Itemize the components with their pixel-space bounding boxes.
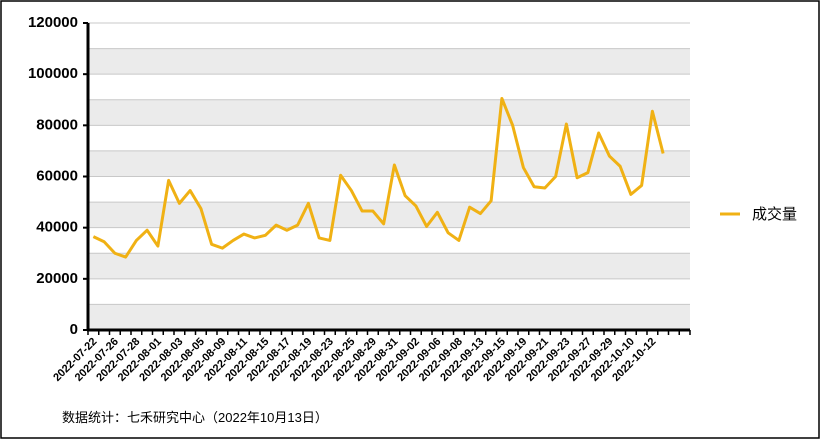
grid-band	[88, 99, 690, 126]
legend-label: 成交量	[752, 205, 797, 223]
grid-band	[88, 150, 690, 177]
y-tick-label: 120000	[28, 14, 78, 31]
grid-band	[88, 253, 690, 279]
y-tick-label: 100000	[28, 65, 78, 82]
y-tick-label: 60000	[36, 167, 78, 184]
y-tick-label: 40000	[36, 219, 78, 236]
grid	[88, 22, 690, 330]
y-tick-label: 0	[70, 321, 78, 338]
grid-band	[88, 202, 690, 228]
footnote: 数据统计：七禾研究中心（2022年10月13日）	[62, 410, 328, 425]
grid-band	[88, 48, 690, 75]
grid-band	[88, 304, 690, 330]
line-series	[92, 96, 665, 259]
y-tick-label: 80000	[36, 116, 78, 133]
y-tick-label: 20000	[36, 270, 78, 287]
